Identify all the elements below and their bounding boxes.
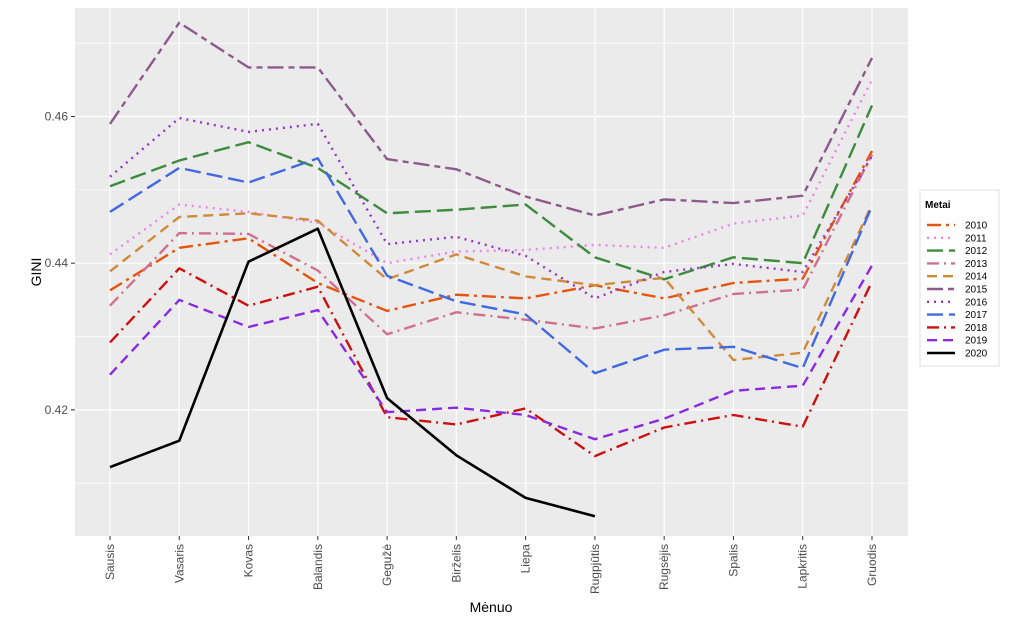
legend-label-2019: 2019	[965, 336, 988, 347]
series-line-2020	[109, 227, 596, 518]
series-line-2019	[109, 264, 874, 441]
x-tick-label: Rugpjūtis	[588, 544, 602, 594]
legend-label-2010: 2010	[965, 221, 988, 232]
x-axis-title: Mėnuo	[470, 599, 513, 615]
y-tick-label: 0.42	[45, 403, 69, 417]
panel-background	[75, 8, 908, 536]
legend-title: Metai	[925, 200, 951, 211]
x-tick-label: Gruodis	[865, 544, 879, 586]
series-line-2014	[109, 203, 874, 362]
series-line-2015	[109, 21, 874, 217]
legend-label-2018: 2018	[965, 323, 988, 334]
series-line-2013	[109, 154, 874, 336]
legend-label-2014: 2014	[965, 272, 988, 283]
minor-gridlines	[75, 42, 908, 484]
x-tick-label: Liepa	[519, 544, 533, 574]
series-line-2017	[109, 157, 874, 375]
y-axis-title: GINI	[28, 258, 44, 287]
legend-label-2016: 2016	[965, 297, 988, 308]
legend-label-2013: 2013	[965, 259, 988, 270]
series-lines	[109, 21, 874, 518]
legend-label-2012: 2012	[965, 246, 988, 257]
x-tick-label: Birželis	[449, 544, 463, 583]
legend-box	[919, 189, 1000, 367]
x-tick-label: Gegužė	[380, 544, 394, 586]
y-tick-label: 0.44	[45, 256, 69, 270]
legend-label-2015: 2015	[965, 285, 988, 296]
legend-label-2020: 2020	[965, 349, 988, 360]
series-line-2012	[109, 105, 874, 281]
x-tick-label: Lapkritis	[796, 544, 810, 589]
x-tick-label: Sausis	[103, 544, 117, 580]
x-tick-label: Balandis	[311, 544, 325, 590]
y-tick-label: 0.46	[45, 110, 69, 124]
axes: 0.42 0.44 0.46 Sausis Vasaris Kovas Balandis Ge…	[45, 110, 879, 594]
legend-label-2017: 2017	[965, 310, 988, 321]
series-line-2018	[109, 267, 874, 458]
x-tick-label: Spalis	[726, 544, 740, 577]
legend: Metai 2010201120122013201420152016201720…	[919, 189, 1000, 367]
x-tick-label: Vasaris	[172, 544, 186, 583]
legend-label-2011: 2011	[965, 233, 987, 244]
x-tick-label: Rugsėjis	[657, 544, 671, 590]
x-tick-label: Kovas	[242, 544, 256, 577]
series-line-2010	[109, 150, 874, 313]
